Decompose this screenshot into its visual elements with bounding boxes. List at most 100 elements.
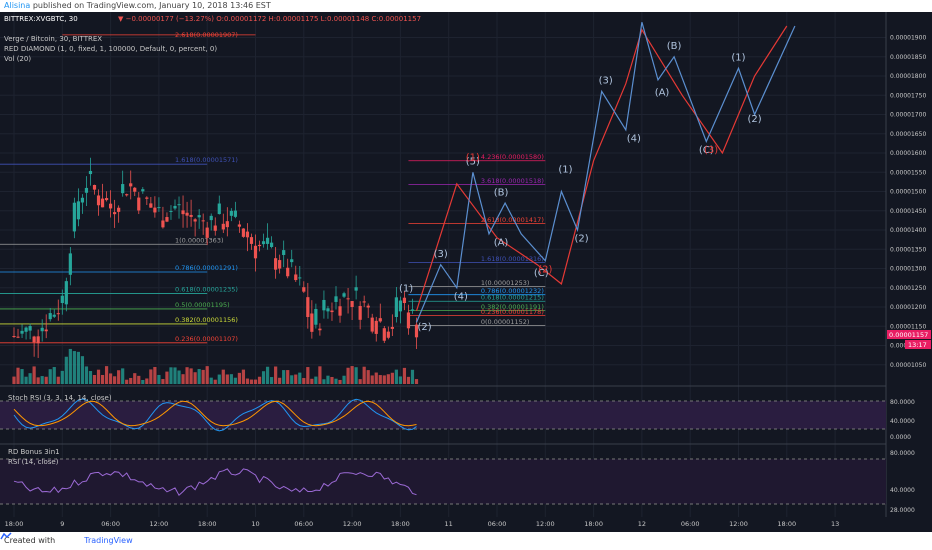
candle-body bbox=[16, 336, 20, 338]
wave-label: (1) bbox=[399, 284, 413, 295]
candle-body bbox=[354, 287, 358, 291]
volume-bar bbox=[145, 378, 149, 384]
candle-body bbox=[193, 219, 197, 222]
candle-body bbox=[104, 198, 109, 201]
author-link[interactable]: Alisina bbox=[4, 1, 31, 10]
volume-bar bbox=[165, 371, 169, 384]
volume-bar bbox=[76, 351, 80, 384]
fib-label: 2.618(0.00001417) bbox=[481, 216, 544, 224]
stoch-axis-80: 80.0000 bbox=[890, 399, 915, 406]
volume-bars bbox=[12, 348, 419, 384]
volume-bar bbox=[217, 374, 221, 384]
volume-bar bbox=[113, 376, 117, 384]
volume-bar bbox=[306, 367, 310, 384]
volume-bar bbox=[141, 379, 145, 384]
candle-body bbox=[213, 225, 217, 231]
candle-body bbox=[68, 253, 72, 275]
chart-canvas[interactable]: 1.618(0.00001571) 1(0.00001363) 0.786(0.00… bbox=[0, 12, 932, 532]
candle-body bbox=[209, 215, 213, 221]
wave-blue-path bbox=[415, 22, 796, 323]
candle-body bbox=[109, 203, 113, 209]
price-tick-label: 0.00001500 bbox=[890, 189, 926, 196]
time-tick-label: 12:00 bbox=[150, 520, 169, 528]
volume-bar bbox=[378, 375, 382, 384]
volume-bar bbox=[390, 372, 394, 384]
candle-body bbox=[125, 194, 129, 196]
candle-body bbox=[197, 215, 201, 218]
volume-bar bbox=[104, 366, 109, 384]
indicator-red-diamond: RED DIAMOND (1, 0, fixed, 1, 100000, Def… bbox=[4, 45, 217, 53]
volume-bar bbox=[92, 374, 97, 384]
stoch-label: Stoch RSI (3, 3, 14, 14, close) bbox=[8, 394, 112, 402]
volume-bar bbox=[346, 367, 350, 384]
candle-body bbox=[249, 237, 254, 244]
candle-body bbox=[370, 317, 374, 332]
volume-bar bbox=[221, 369, 225, 384]
wave-label: (1) bbox=[466, 153, 480, 164]
time-tick-label: 10 bbox=[251, 520, 259, 528]
volume-bar bbox=[382, 375, 386, 384]
volume-bar bbox=[350, 366, 354, 384]
candle-body bbox=[96, 195, 101, 206]
fib-label: 0.618(0.00001235) bbox=[175, 286, 238, 294]
volume-bar bbox=[64, 356, 68, 384]
rsi-axis-28: 28.0000 bbox=[890, 507, 915, 514]
symbol-line: BITTREX:XVGBTC, 30 bbox=[4, 15, 78, 23]
wave-label: (A) bbox=[655, 87, 670, 98]
volume-bar bbox=[193, 372, 197, 384]
tradingview-link[interactable]: TradingView bbox=[84, 536, 133, 545]
volume-bar bbox=[12, 376, 16, 384]
price-tick-label: 0.00001350 bbox=[890, 246, 926, 253]
volume-bar bbox=[406, 376, 411, 384]
candle-body bbox=[117, 207, 121, 212]
volume-bar bbox=[310, 378, 314, 384]
volume-bar bbox=[125, 379, 129, 384]
volume-bar bbox=[181, 374, 185, 384]
price-tick-label: 0.00001400 bbox=[890, 227, 926, 234]
volume-bar bbox=[233, 377, 237, 384]
time-tick-label: 06:00 bbox=[488, 520, 507, 528]
volume-bar bbox=[149, 369, 153, 384]
volume-bar bbox=[342, 375, 346, 384]
candle-body bbox=[278, 260, 282, 269]
volume-bar bbox=[32, 366, 36, 384]
wave-label: (C) bbox=[699, 145, 714, 156]
volume-bar bbox=[326, 375, 330, 384]
wave-label: (5) bbox=[466, 157, 480, 168]
time-tick-label: 18:00 bbox=[584, 520, 603, 528]
price-tick-label: 0.00001750 bbox=[890, 92, 926, 99]
volume-bar bbox=[253, 379, 258, 384]
price-tick-label: 0.00001050 bbox=[890, 362, 926, 369]
candle-body bbox=[80, 197, 85, 203]
time-tick-label: 18:00 bbox=[391, 520, 410, 528]
volume-bar bbox=[36, 377, 40, 384]
footer: Created with TradingView bbox=[0, 532, 932, 550]
candle-body bbox=[205, 227, 209, 238]
candlesticks bbox=[12, 157, 419, 358]
volume-bar bbox=[354, 367, 358, 384]
candle-body bbox=[64, 281, 68, 305]
candle-body bbox=[257, 244, 262, 247]
wave-label: (4) bbox=[454, 291, 468, 302]
time-axis[interactable]: 18:00 9 06:00 12:00 18:00 10 06:00 12:00 18:00 11… bbox=[5, 520, 840, 528]
volume-bar bbox=[109, 373, 113, 384]
candle-body bbox=[241, 228, 246, 237]
candle-body bbox=[173, 205, 177, 209]
rsi-band bbox=[0, 459, 886, 504]
indicator-volume: Vol (20) bbox=[4, 55, 31, 63]
wave-label: (4) bbox=[627, 133, 641, 144]
candle-body bbox=[48, 313, 52, 320]
volume-bar bbox=[88, 371, 93, 384]
time-tick-label: 12:00 bbox=[729, 520, 748, 528]
rsi-label-2: RSI (14, close) bbox=[8, 458, 59, 466]
candle-body bbox=[28, 326, 32, 331]
candle-body bbox=[374, 320, 378, 334]
candle-body bbox=[253, 245, 258, 259]
candle-body bbox=[229, 210, 233, 216]
fib-label: 1.618(0.00001316) bbox=[481, 255, 544, 263]
volume-bar bbox=[274, 366, 278, 384]
ohlc-line: ▼ −0.00000177 (−13.27%) O:0.00001172 H:0… bbox=[118, 15, 421, 23]
volume-bar bbox=[52, 367, 56, 384]
volume-bar bbox=[249, 379, 254, 384]
publish-info: published on TradingView.com, January 10… bbox=[32, 1, 271, 10]
